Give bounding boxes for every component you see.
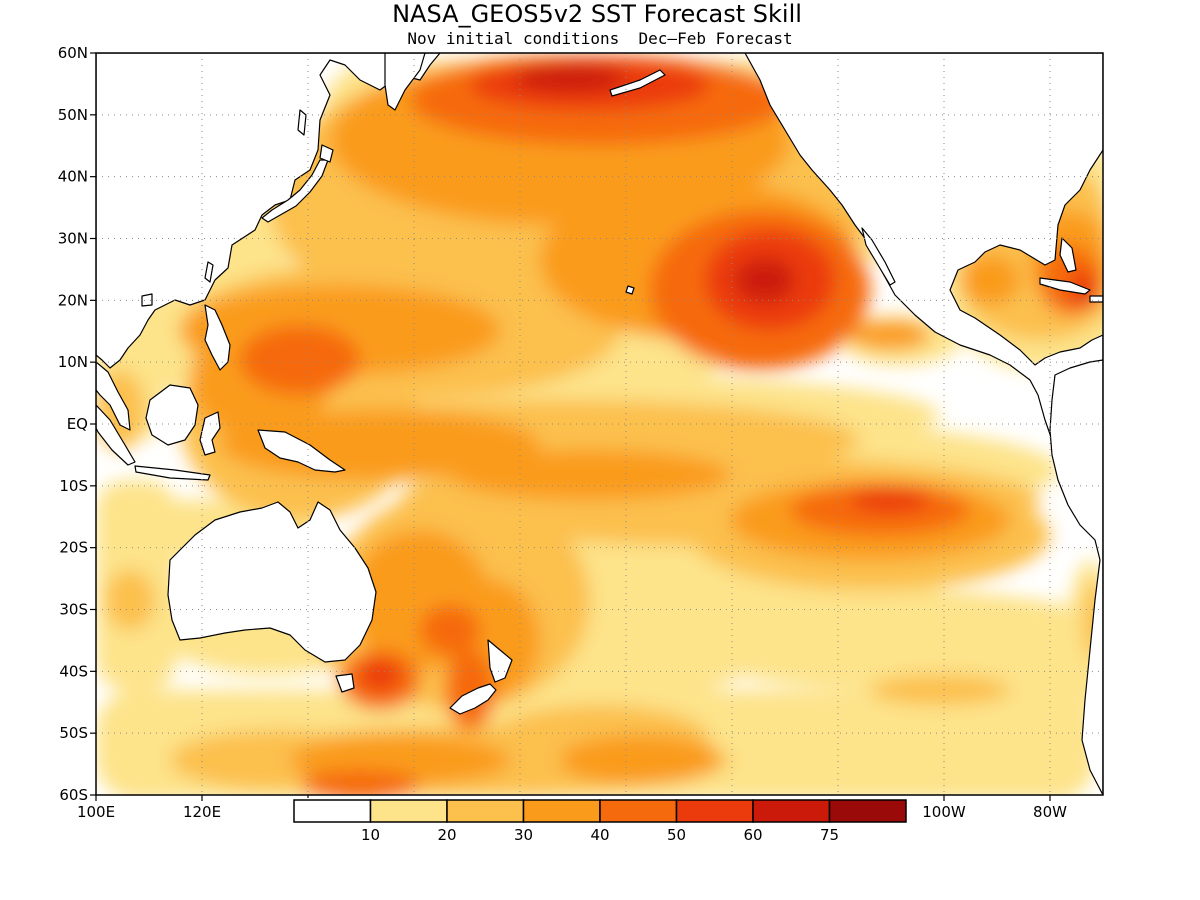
colorbar-label: 30 <box>514 826 533 844</box>
lon-tick-label: 80W <box>1033 803 1067 821</box>
map-panel: 60N 50N 40N 30N 20N 10N EQ 10S 20S 30S 40S 50S 60S 1… <box>58 44 1104 821</box>
new-zealand-south-island <box>449 683 497 715</box>
tasmania <box>335 673 355 693</box>
hispaniola <box>1089 295 1103 303</box>
kamchatka <box>384 53 426 111</box>
aleutian-islands <box>609 69 666 97</box>
sakhalin <box>297 109 307 136</box>
lat-tick-label: 50S <box>59 724 88 742</box>
lat-tick-label: 40S <box>59 662 88 680</box>
colorbar-swatch <box>369 799 448 823</box>
colorbar-swatch <box>752 799 831 823</box>
lat-tick-label: EQ <box>67 415 88 433</box>
lat-tick-label: 30N <box>58 230 88 248</box>
lat-tick-label: 20N <box>58 291 88 309</box>
malay-peninsula <box>96 361 131 431</box>
skill-field <box>96 55 1103 795</box>
hainan <box>141 293 153 307</box>
japan <box>261 159 329 223</box>
australia <box>167 501 377 663</box>
lat-tick-label: 50N <box>58 106 88 124</box>
colorbar-swatch <box>293 799 372 823</box>
hawaii <box>625 285 635 295</box>
colorbar-swatch <box>828 799 907 823</box>
figure-title: NASA_GEOS5v2 SST Forecast Skill <box>392 0 802 28</box>
lat-tick-label: 60S <box>59 786 88 804</box>
new-guinea <box>257 429 346 473</box>
lon-tick-label: 120E <box>183 803 221 821</box>
colorbar-swatch <box>522 799 601 823</box>
taiwan <box>204 261 214 283</box>
colorbar-swatch <box>599 799 678 823</box>
baja-california <box>861 227 896 286</box>
south-america <box>1049 359 1103 795</box>
cuba <box>1039 277 1091 295</box>
lon-tick-label: 100W <box>922 803 966 821</box>
sulawesi <box>199 411 221 456</box>
coastlines <box>96 53 1103 795</box>
lon-tick-label: 100E <box>77 803 115 821</box>
asia-landmass <box>96 53 441 369</box>
figure-subtitle: Nov initial conditions Dec–Feb Forecast <box>407 29 792 48</box>
java <box>134 465 211 481</box>
lat-tick-label: 10N <box>58 353 88 371</box>
colorbar-swatch <box>675 799 754 823</box>
lat-tick-label: 20S <box>59 539 88 557</box>
colorbar-label: 10 <box>361 826 380 844</box>
florida <box>1059 237 1077 273</box>
lat-tick-label: 10S <box>59 477 88 495</box>
borneo <box>145 384 199 446</box>
graticule <box>96 53 1103 795</box>
lat-tick-label: 40N <box>58 168 88 186</box>
colorbar-label: 75 <box>820 826 839 844</box>
latitude-axis: 60N 50N 40N 30N 20N 10N EQ 10S 20S 30S 40S 50S 60S <box>58 44 96 804</box>
colorbar-label: 60 <box>743 826 762 844</box>
lat-tick-label: 60N <box>58 44 88 62</box>
hokkaido <box>319 144 334 163</box>
colorbar-label: 50 <box>667 826 686 844</box>
new-zealand-north-island <box>487 639 513 683</box>
colorbar-label: 20 <box>437 826 456 844</box>
colorbar-swatch <box>446 799 525 823</box>
colorbar-label: 40 <box>590 826 609 844</box>
lat-tick-label: 30S <box>59 601 88 619</box>
north-america <box>744 53 1103 501</box>
colorbar: 10 20 30 40 50 60 75 <box>290 798 910 844</box>
skill-level-60-75 <box>515 64 795 302</box>
philippines <box>204 304 231 371</box>
